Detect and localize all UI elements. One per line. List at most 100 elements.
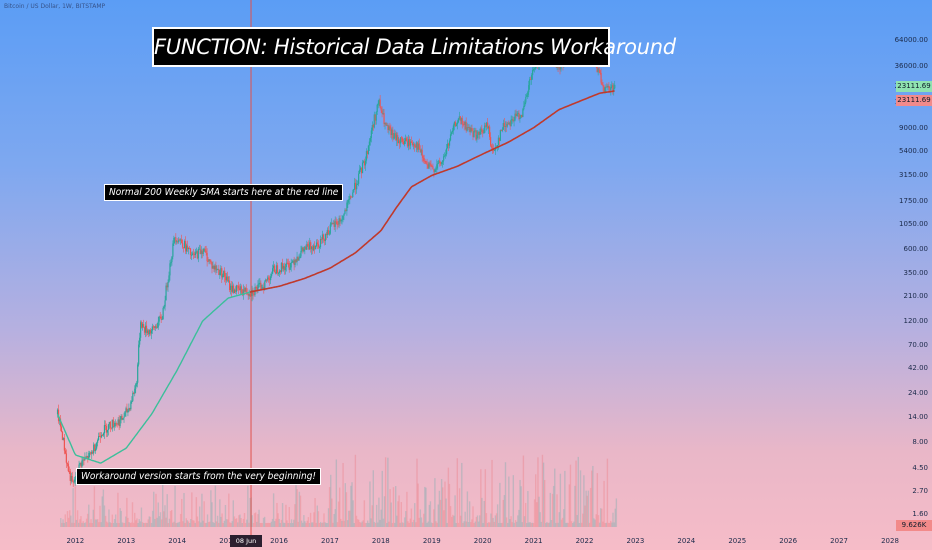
price-candle (474, 130, 476, 132)
volume-bar (93, 486, 96, 527)
volume-bar (108, 509, 110, 527)
price-candle (488, 126, 490, 129)
price-candle (384, 122, 386, 125)
price-candle (607, 85, 609, 88)
volume-bar (137, 523, 139, 527)
price-candle (529, 79, 531, 86)
volume-bar (577, 456, 579, 527)
volume-bar (130, 522, 133, 527)
volume-bar (387, 457, 389, 527)
price-candle (96, 442, 98, 449)
volume-bar (395, 486, 397, 527)
price-candle (169, 263, 171, 276)
volume-bar (286, 520, 288, 527)
volume-bar (411, 522, 414, 527)
volume-bar (297, 521, 299, 527)
price-candle (490, 145, 493, 148)
volume-bar (126, 497, 128, 527)
price-candle (498, 137, 501, 141)
price-candle (413, 144, 415, 147)
volume-bar (473, 522, 475, 527)
volume-bar (266, 522, 268, 527)
volume-bar (440, 479, 443, 527)
volume-bar (613, 522, 615, 527)
volume-bar (74, 486, 77, 527)
price-candle (235, 285, 238, 292)
volume-bar (551, 493, 554, 527)
price-candle (216, 269, 218, 271)
volume-bar (392, 487, 395, 527)
volume-bar (270, 521, 273, 527)
volume-bar (183, 492, 185, 527)
price-candle (200, 250, 202, 255)
price-candle (140, 322, 142, 338)
volume-bar (170, 509, 173, 527)
volume-bar (526, 523, 528, 527)
price-candle (505, 126, 507, 127)
volume-bar (557, 522, 559, 527)
price-candle (403, 141, 405, 145)
price-candle (111, 419, 113, 429)
volume-bar (470, 522, 472, 527)
price-candle (186, 245, 189, 250)
price-candle (422, 156, 424, 158)
volume-bar (351, 482, 353, 527)
price-candle (194, 252, 196, 256)
price-candle (365, 151, 368, 161)
volume-bar (142, 522, 145, 527)
volume-bar (215, 521, 218, 527)
price-candle (63, 437, 65, 451)
volume-bar (524, 502, 527, 527)
price-candle (165, 285, 167, 301)
y-tick-label: 1.60 (912, 510, 928, 519)
price-candle (277, 273, 280, 274)
price-candle (513, 120, 515, 122)
price-candle (273, 265, 276, 272)
price-candle (80, 463, 82, 467)
volume-bar (396, 515, 398, 527)
volume-bar (444, 481, 446, 527)
price-candle (301, 247, 303, 251)
price-candle (407, 139, 410, 147)
price-candle (526, 94, 528, 97)
volume-bar (375, 504, 378, 527)
volume-bar (505, 517, 508, 527)
volume-bar (103, 505, 106, 527)
volume-bar (528, 522, 530, 527)
volume-bar (267, 522, 269, 527)
volume-bar (116, 522, 118, 527)
price-candle (267, 277, 269, 280)
sma-price-tag: 23111.69 (896, 95, 932, 106)
price-candle (323, 239, 326, 241)
price-candle (438, 160, 440, 164)
price-candle (369, 137, 371, 142)
volume-bar (164, 505, 166, 527)
price-candle (342, 215, 344, 220)
price-candle (348, 199, 350, 200)
price-candle (221, 268, 223, 278)
volume-bar (153, 491, 155, 527)
volume-bar (434, 478, 436, 527)
price-candle (466, 127, 468, 131)
volume-bar (192, 520, 194, 527)
price-candle (399, 140, 401, 144)
volume-bar (344, 483, 347, 527)
volume-bar (296, 489, 298, 527)
price-candle (398, 140, 400, 144)
volume-bar (445, 498, 447, 527)
volume-bar (596, 473, 599, 527)
price-candle (440, 162, 442, 165)
volume-bar (568, 484, 571, 527)
volume-bar (67, 517, 70, 527)
price-candle (118, 419, 120, 427)
price-candle (343, 213, 345, 216)
price-candle (316, 242, 319, 245)
volume-bar (464, 511, 466, 527)
price-candle (71, 475, 73, 482)
volume-bar (391, 522, 394, 527)
price-candle (368, 141, 370, 146)
price-candle (83, 459, 85, 461)
x-tick-label: 2019 (422, 537, 441, 545)
volume-bar (299, 495, 302, 527)
